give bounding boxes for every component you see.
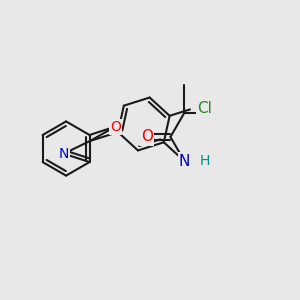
- Text: N: N: [58, 147, 69, 161]
- Text: O: O: [110, 120, 121, 134]
- Text: H: H: [200, 154, 210, 168]
- Text: Cl: Cl: [197, 100, 212, 116]
- Text: O: O: [141, 129, 153, 144]
- Text: N: N: [179, 154, 190, 169]
